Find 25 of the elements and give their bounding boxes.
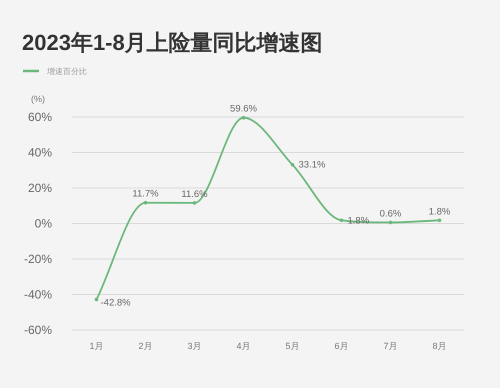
y-tick-label: 60% (28, 110, 52, 124)
x-tick-label: 2月 (138, 341, 153, 351)
legend-label: 增速百分比 (46, 67, 87, 76)
data-label: -42.8% (100, 297, 132, 308)
y-tick-label: 40% (28, 146, 52, 160)
y-tick-label: -60% (24, 323, 52, 337)
legend: 增速百分比 (23, 67, 87, 76)
x-tick-label: 8月 (432, 341, 447, 351)
y-tick-label: -20% (24, 252, 52, 266)
x-tick-label: 4月 (236, 341, 251, 351)
data-label: 59.6% (230, 104, 258, 115)
data-label: 0.6% (380, 208, 402, 220)
x-tick-label: 5月 (285, 341, 300, 351)
data-label: 11.7% (132, 188, 160, 200)
y-tick-label: 20% (28, 181, 52, 195)
title: 2023年1-8月上险量同比增速图 (22, 30, 323, 55)
x-tick-label: 3月 (187, 341, 202, 351)
y-axis-title: (%) (31, 94, 45, 104)
data-label: 33.1% (298, 160, 326, 171)
data-label: 1.8% (428, 206, 451, 218)
x-tick-label: 1月 (89, 341, 104, 351)
x-tick-label: 7月 (383, 341, 398, 351)
y-tick-label: 0% (34, 216, 52, 230)
x-tick-label: 6月 (334, 341, 349, 351)
y-tick-label: -40% (24, 288, 52, 302)
